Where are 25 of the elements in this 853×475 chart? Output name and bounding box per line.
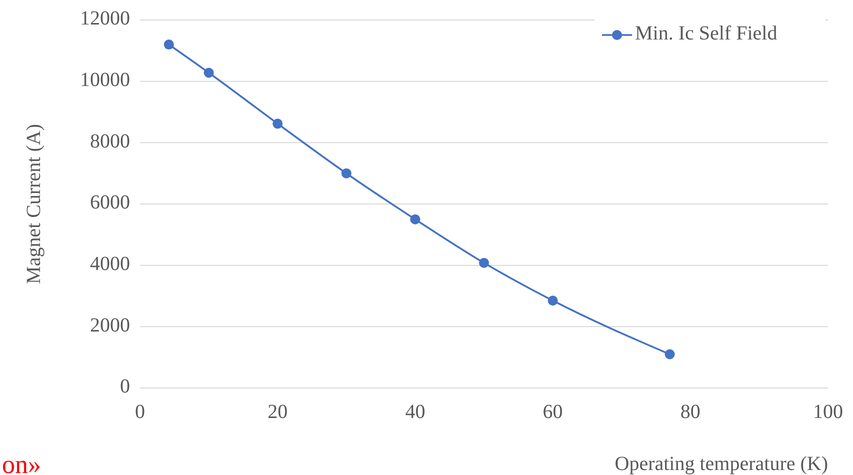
y-tick-label: 2000 [90,314,130,336]
x-axis-title: Operating temperature (K) [614,453,828,475]
y-tick-label: 4000 [90,252,130,275]
text: on» [2,450,41,475]
point [341,168,352,178]
point [164,40,174,50]
x-tick-label: 40 [405,401,426,423]
y-tick-label: 6000 [90,192,130,214]
y-tick-label: 8000 [90,130,130,152]
y-axis-title: Magnet Current (A) [23,124,45,284]
legend-label: Min. Ic Self Field [635,22,778,45]
point [204,68,214,78]
x-tick-label: 20 [268,401,288,423]
x-tick-label: 80 [680,401,700,423]
y-tick-label: 10000 [80,68,130,91]
point [548,296,558,306]
point [479,258,489,268]
point [272,118,283,129]
y-tick-label: 0 [120,376,130,398]
x-tick-label: 60 [542,401,563,423]
x-tick-label: 100 [813,401,843,423]
point [664,349,675,360]
x-tick-label: 0 [135,401,145,423]
point [410,214,420,224]
y-tick-label: 12000 [80,8,130,30]
